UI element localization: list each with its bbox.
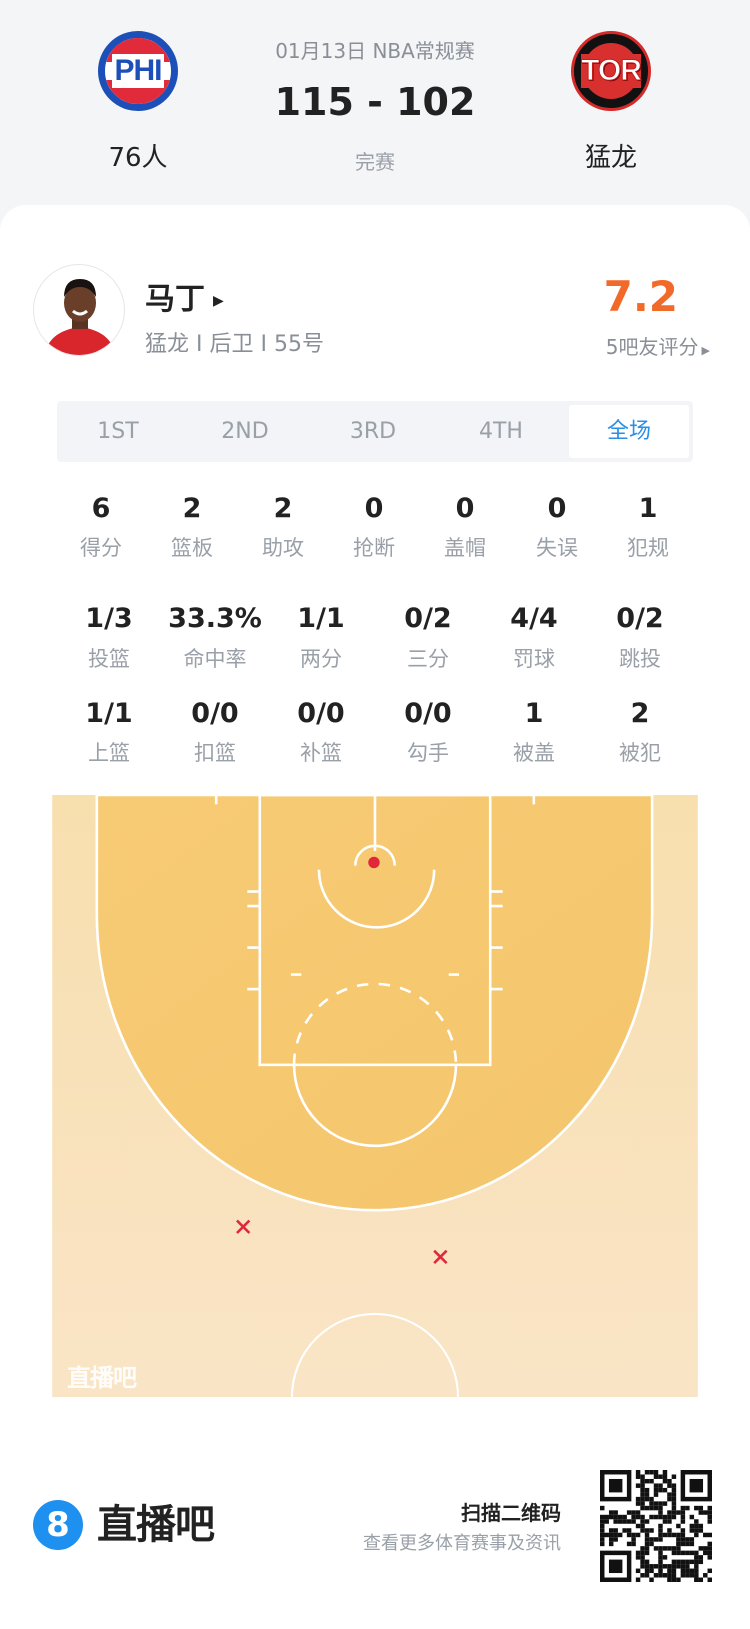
stat-value: 1 (524, 698, 544, 729)
scan-subtitle: 查看更多体育赛事及资讯 (363, 1533, 561, 1554)
missed-shot-marker (433, 1249, 448, 1265)
stat-value: 33.3% (168, 603, 262, 634)
home-team-name: 76人 (108, 143, 168, 173)
rating-link[interactable]: 5吧友评分 ▶ (606, 331, 710, 360)
stat-value: 0/2 (404, 603, 452, 634)
period-tabs: 1ST 2ND 3RD 4TH 全场 (57, 401, 693, 462)
player-rating: 7.2 (603, 272, 678, 321)
tab-full-game[interactable]: 全场 (569, 405, 689, 458)
caret-right-icon: ▶ (701, 344, 710, 357)
stat-value: 0/2 (616, 603, 664, 634)
tab-4th[interactable]: 4TH (479, 419, 523, 444)
made-shot-marker (368, 856, 380, 869)
stat-label: 三分 (407, 647, 449, 671)
stat-label: 罚球 (513, 647, 555, 671)
stat-value: 1 (638, 493, 658, 524)
stat-label: 篮板 (171, 536, 213, 560)
stat-label: 被盖 (513, 741, 555, 765)
match-date-league: 01月13日 NBA常规赛 (275, 39, 475, 63)
tor-team-logo[interactable]: TOR (571, 31, 651, 111)
stat-value: 0 (455, 493, 475, 524)
stat-value: 0 (364, 493, 384, 524)
stat-label: 上篮 (88, 741, 130, 765)
match-status: 完赛 (355, 150, 395, 174)
qr-code[interactable] (600, 1470, 712, 1582)
stat-label: 盖帽 (444, 536, 486, 560)
brand-name: 直播吧 (97, 1502, 215, 1548)
stat-label: 扣篮 (194, 741, 236, 765)
scan-title: 扫描二维码 (461, 1501, 561, 1525)
stat-value: 1/1 (85, 698, 133, 729)
stat-label: 跳投 (619, 647, 661, 671)
stat-value: 1/1 (297, 603, 345, 634)
stat-value: 6 (91, 493, 111, 524)
caret-right-icon: ▶ (213, 292, 224, 309)
stat-label: 失误 (536, 536, 578, 560)
shot-chart-court (52, 795, 698, 1397)
match-score: 115 - 102 (274, 80, 476, 124)
stat-value: 2 (182, 493, 202, 524)
stat-value: 2 (630, 698, 650, 729)
stat-value: 2 (273, 493, 293, 524)
watermark: 直播吧 (67, 1364, 137, 1392)
stat-value: 0/0 (404, 698, 452, 729)
player-meta: 猛龙 I 后卫 I 55号 (145, 332, 324, 357)
player-name: 马丁 (145, 282, 205, 317)
stat-label: 得分 (80, 536, 122, 560)
stat-value: 0/0 (191, 698, 239, 729)
stat-label: 两分 (300, 647, 342, 671)
stat-label: 补篮 (300, 741, 342, 765)
rating-label: 5吧友评分 (605, 335, 699, 359)
missed-shot-marker (236, 1219, 251, 1234)
stat-label: 勾手 (407, 741, 449, 765)
stat-label: 被犯 (619, 741, 661, 765)
brand-logo-icon: 8 (33, 1500, 83, 1550)
stat-value: 4/4 (510, 603, 558, 634)
stat-value: 1/3 (85, 603, 133, 634)
away-team-name: 猛龙 (584, 143, 638, 173)
player-avatar[interactable] (33, 264, 125, 356)
tab-2nd[interactable]: 2ND (221, 419, 269, 444)
stat-label: 犯规 (627, 536, 669, 560)
player-name-link[interactable]: 马丁 ▶ (145, 274, 224, 318)
player-photo-icon (44, 279, 116, 355)
stat-value: 0 (547, 493, 567, 524)
stat-label: 命中率 (183, 647, 247, 671)
tab-1st[interactable]: 1ST (97, 419, 139, 444)
stat-value: 0/0 (297, 698, 345, 729)
stat-label: 抢断 (353, 536, 395, 560)
phi-team-logo[interactable]: PHI (98, 31, 178, 111)
stat-label: 投篮 (88, 647, 130, 671)
tab-3rd[interactable]: 3RD (349, 419, 397, 444)
stat-label: 助攻 (262, 536, 304, 560)
